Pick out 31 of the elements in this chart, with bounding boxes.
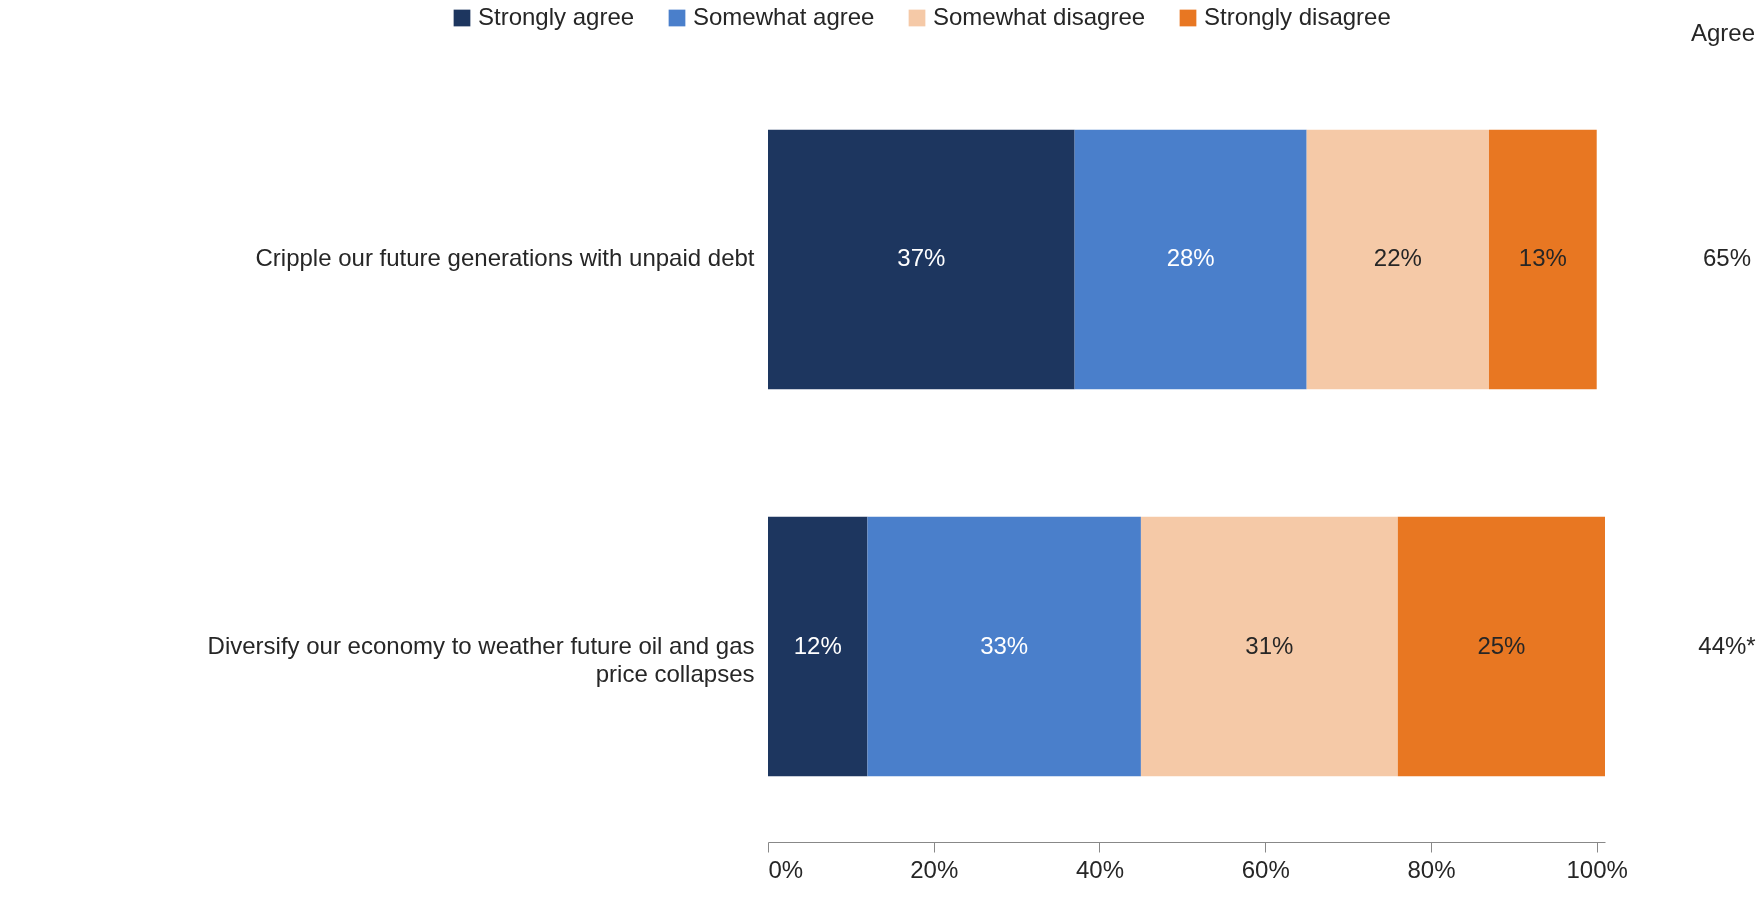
data-label: 25% [1477, 631, 1526, 659]
y-tick-label: Cripple our future generations with unpaid debt [255, 244, 755, 272]
data-label: 13% [1518, 244, 1567, 272]
x-tick-label: 0% [768, 855, 804, 883]
bar [867, 516, 1141, 777]
text: 44%* [1698, 631, 1756, 659]
data-label: 37% [897, 244, 946, 272]
legend-label: Somewhat agree [693, 3, 875, 30]
text: 65% [1702, 244, 1752, 272]
bar [1306, 129, 1489, 390]
y-tick-label: Diversify our economy to weather future oil and gas price collapses [207, 631, 755, 687]
x-tick-label: 60% [1241, 855, 1290, 883]
legend-label: Strongly agree [478, 3, 635, 30]
bar [1140, 516, 1398, 777]
data-label: 31% [1245, 631, 1294, 659]
legend-label: Somewhat disagree [933, 3, 1146, 30]
x-tick-label: 40% [1075, 855, 1125, 883]
data-label: 12% [793, 631, 842, 659]
bar [768, 129, 1075, 390]
legend-label: Strongly disagree [1204, 3, 1391, 30]
data-label: 28% [1166, 244, 1215, 272]
x-tick-label: 20% [910, 855, 959, 883]
bar [1074, 129, 1307, 390]
bar [1488, 129, 1597, 390]
data-label: 33% [980, 631, 1029, 659]
bar [1397, 516, 1605, 777]
data-label: 22% [1373, 244, 1422, 272]
text: Agree [1690, 19, 1755, 46]
bar [768, 516, 868, 777]
x-tick-label: 100% [1566, 855, 1628, 883]
x-tick-label: 80% [1407, 855, 1456, 883]
